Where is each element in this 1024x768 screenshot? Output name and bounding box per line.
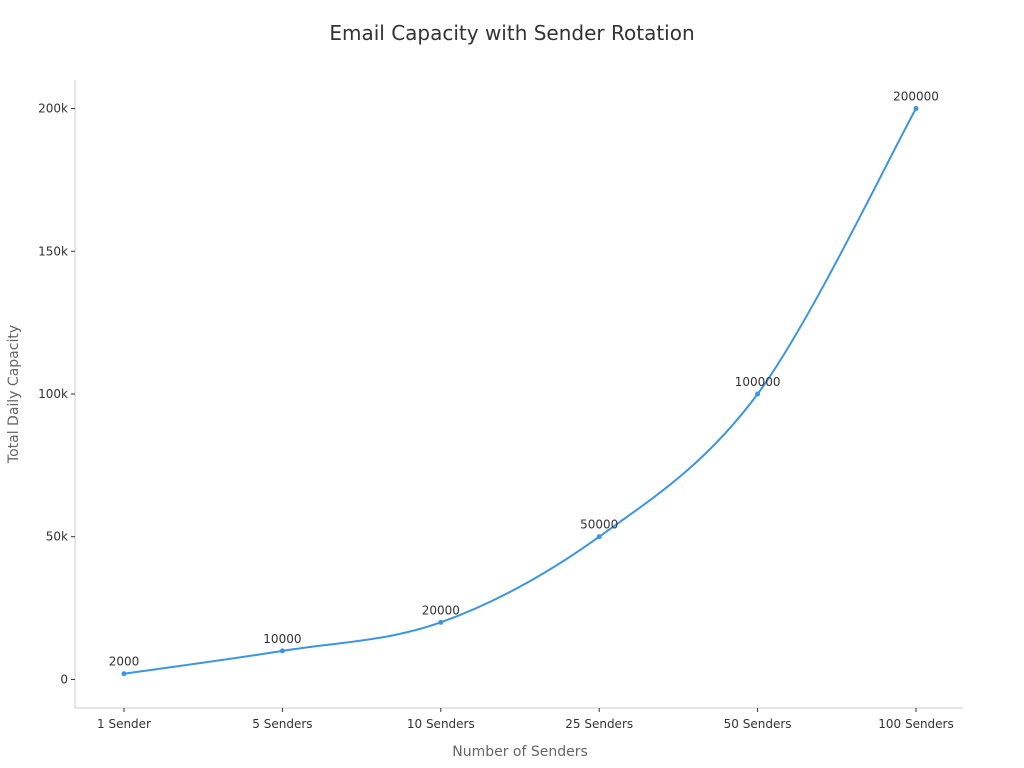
- x-tick-label: 5 Senders: [252, 717, 312, 731]
- y-tick-label: 200k: [38, 102, 68, 116]
- y-axis-title: Total Daily Capacity: [6, 325, 22, 464]
- data-labels-group: 2000 10000 20000 50000 100000 200000: [109, 90, 939, 669]
- series-group: [121, 106, 919, 677]
- y-tick-label: 100k: [38, 387, 68, 401]
- data-point: [913, 106, 919, 112]
- y-axis-ticks: 0 50k 100k 150k 200k: [38, 102, 75, 686]
- series-line: [123, 108, 917, 675]
- y-tick-label: 0: [60, 672, 68, 686]
- data-label: 200000: [893, 90, 939, 104]
- data-point: [121, 671, 127, 677]
- data-point: [596, 534, 602, 540]
- x-axis-title: Number of Senders: [452, 744, 588, 760]
- x-tick-label: 1 Sender: [97, 717, 151, 731]
- y-tick-label: 150k: [38, 244, 68, 258]
- data-label: 20000: [422, 603, 460, 617]
- data-point: [755, 391, 761, 397]
- data-label: 50000: [580, 518, 618, 532]
- data-point: [438, 619, 444, 625]
- data-label: 2000: [109, 655, 140, 669]
- x-tick-label: 10 Senders: [407, 717, 475, 731]
- x-tick-label: 50 Senders: [724, 717, 792, 731]
- chart-title: Email Capacity with Sender Rotation: [329, 21, 694, 45]
- y-tick-label: 50k: [46, 530, 68, 544]
- data-label: 100000: [735, 375, 781, 389]
- x-tick-label: 100 Senders: [878, 717, 954, 731]
- data-label: 10000: [263, 632, 301, 646]
- x-axis-ticks: 1 Sender 5 Senders 10 Senders 25 Senders 50 …: [97, 708, 954, 731]
- x-tick-label: 25 Senders: [565, 717, 633, 731]
- data-point: [279, 648, 285, 654]
